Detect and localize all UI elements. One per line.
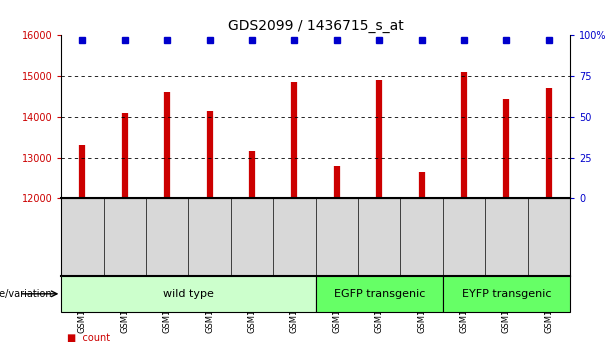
Text: EGFP transgenic: EGFP transgenic	[333, 289, 425, 299]
Bar	[443, 276, 570, 312]
Bar	[316, 276, 443, 312]
Text: genotype/variation: genotype/variation	[0, 289, 55, 299]
Bar	[61, 276, 316, 312]
Title: GDS2099 / 1436715_s_at: GDS2099 / 1436715_s_at	[228, 19, 403, 33]
Text: EYFP transgenic: EYFP transgenic	[462, 289, 551, 299]
Text: ■  count: ■ count	[67, 333, 110, 343]
Text: wild type: wild type	[163, 289, 214, 299]
